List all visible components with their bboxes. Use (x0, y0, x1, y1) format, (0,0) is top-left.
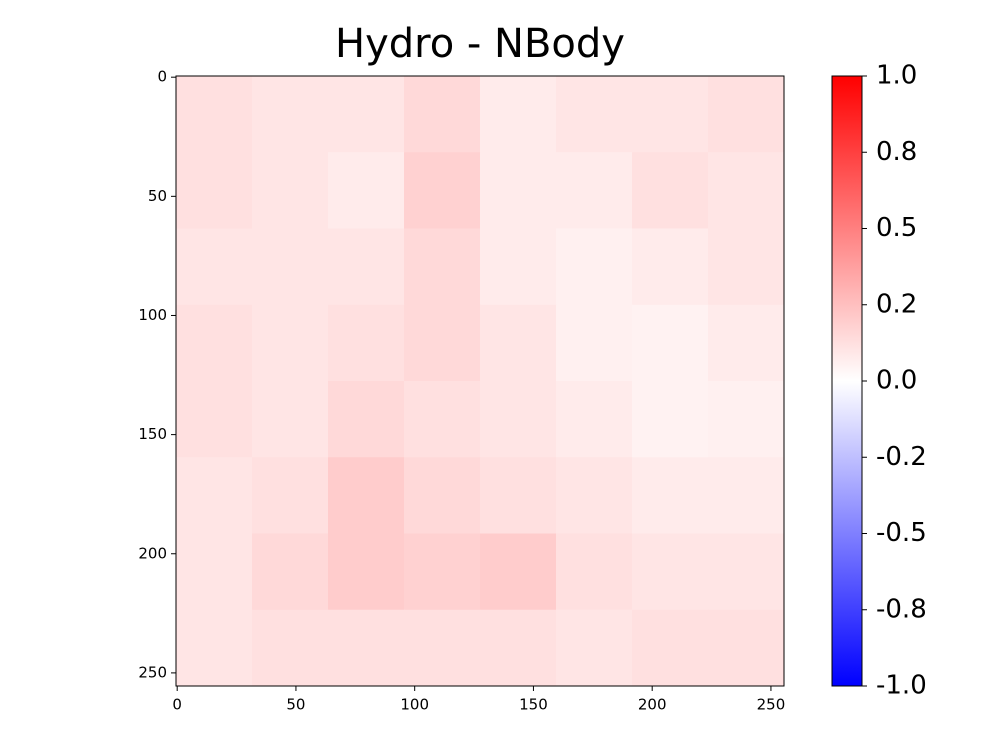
y-tick-label: 50 (148, 187, 167, 205)
heatmap-cell (404, 152, 481, 229)
heatmap-cell (708, 457, 785, 534)
heatmap-cell (328, 76, 405, 153)
colorbar-fill (831, 75, 863, 687)
heatmap-cell (328, 609, 405, 687)
heatmap-cell (708, 609, 785, 687)
heatmap-cell (176, 152, 253, 229)
x-tick-label: 0 (172, 696, 182, 714)
heatmap-cell (480, 76, 557, 153)
heatmap-cell (328, 228, 405, 306)
y-tick-label: 100 (138, 306, 167, 324)
heatmap-cell (708, 76, 785, 153)
heatmap-cell (252, 533, 329, 611)
colorbar-tick-label: -1.0 (876, 671, 927, 701)
heatmap-cell (404, 457, 481, 534)
heatmap-cell (176, 304, 253, 382)
heatmap-cell (480, 304, 557, 382)
heatmap-cell (556, 76, 633, 153)
heatmap-cell (252, 457, 329, 534)
heatmap-cell (404, 381, 481, 458)
heatmap-cell (252, 228, 329, 306)
heatmap-cell (404, 533, 481, 611)
colorbar-tick-label: -0.5 (876, 518, 927, 548)
heatmap-cell (328, 152, 405, 229)
colorbar-tick-label: 0.2 (876, 289, 917, 319)
heatmap-cell (632, 609, 709, 687)
heatmap-cell (176, 457, 253, 534)
heatmap-cell (252, 304, 329, 382)
heatmap-cell (328, 381, 405, 458)
x-tick-label: 150 (519, 696, 548, 714)
colorbar-tick-label: -0.2 (876, 442, 927, 472)
plot-frame (175, 75, 785, 687)
heatmap-cell (632, 228, 709, 306)
heatmap-cell (480, 228, 557, 306)
heatmap-cell (556, 381, 633, 458)
heatmap-cell (328, 457, 405, 534)
x-tick-label: 200 (638, 696, 667, 714)
heatmap-cell (176, 228, 253, 306)
x-tick-label: 50 (286, 696, 305, 714)
heatmap (176, 76, 785, 687)
heatmap-cell (176, 76, 253, 153)
heatmap-cell (480, 609, 557, 687)
colorbar-tick-label: 0.0 (876, 366, 917, 396)
heatmap-cell (708, 304, 785, 382)
heatmap-cell (556, 533, 633, 611)
heatmap-cell (632, 76, 709, 153)
heatmap-cell (252, 381, 329, 458)
heatmap-cell (252, 609, 329, 687)
heatmap-cell (176, 381, 253, 458)
heatmap-cell (556, 457, 633, 534)
chart-title: Hydro - NBody (335, 21, 625, 67)
heatmap-cell (404, 76, 481, 153)
colorbar: 1.0 0.8 0.5 0.2 0.0 -0.2 -0.5 -0.8 -1.0 (831, 61, 927, 701)
y-tick-label: 0 (157, 68, 167, 86)
heatmap-cell (556, 609, 633, 687)
heatmap-cell (404, 609, 481, 687)
heatmap-cell (176, 533, 253, 611)
y-tick-label: 150 (138, 425, 167, 443)
colorbar-tick-label: 1.0 (876, 61, 917, 91)
colorbar-tick-label: 0.5 (876, 213, 917, 243)
heatmap-cell (556, 228, 633, 306)
heatmap-cell (480, 381, 557, 458)
colorbar-tick-label: -0.8 (876, 594, 927, 624)
heatmap-cell (480, 457, 557, 534)
heatmap-cell (708, 228, 785, 306)
x-tick-label: 250 (757, 696, 786, 714)
heatmap-cell (480, 152, 557, 229)
y-tick-label: 250 (138, 663, 167, 681)
heatmap-cell (632, 457, 709, 534)
heatmap-cell (480, 533, 557, 611)
y-tick-label: 200 (138, 544, 167, 562)
heatmap-cell (632, 304, 709, 382)
colorbar-tick-label: 0.8 (876, 137, 917, 167)
heatmap-cell (328, 533, 405, 611)
heatmap-cell (404, 228, 481, 306)
heatmap-cell (708, 533, 785, 611)
heatmap-cell (708, 381, 785, 458)
heatmap-cell (176, 609, 253, 687)
heatmap-cell (632, 381, 709, 458)
heatmap-cell (556, 304, 633, 382)
heatmap-cell (328, 304, 405, 382)
heatmap-cell (708, 152, 785, 229)
heatmap-cell (556, 152, 633, 229)
heatmap-cell (404, 304, 481, 382)
x-tick-label: 100 (400, 696, 429, 714)
heatmap-cell (632, 152, 709, 229)
heatmap-cell (252, 76, 329, 153)
heatmap-cell (632, 533, 709, 611)
heatmap-cell (252, 152, 329, 229)
